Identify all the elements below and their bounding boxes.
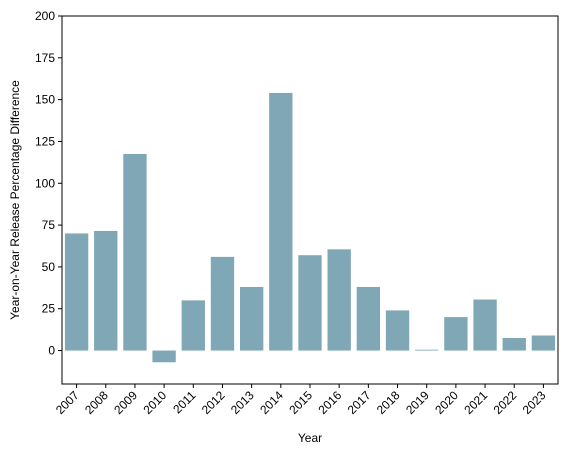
bar-2020 xyxy=(444,317,468,351)
x-tick-label: 2013 xyxy=(228,388,257,417)
bars-group xyxy=(64,92,556,363)
x-tick-label: 2015 xyxy=(286,388,315,417)
x-tick-label: 2017 xyxy=(345,388,374,417)
bar-2007 xyxy=(64,233,89,351)
bar-2022 xyxy=(502,338,526,351)
bar-2017 xyxy=(356,286,381,351)
x-tick-label: 2016 xyxy=(316,388,345,417)
y-axis: 0 25 50 75 100 125 150 175 200 xyxy=(35,9,62,358)
plot-frame xyxy=(61,15,559,385)
x-axis: 2007 2008 2009 2010 2011 2012 2013 2014 2015 2016… xyxy=(53,384,549,417)
bar-2009 xyxy=(123,154,147,351)
x-tick-label: 2023 xyxy=(520,388,549,417)
y-axis-label: Year-on-Year Release Percentage Differen… xyxy=(8,80,22,320)
y-tick-label: 50 xyxy=(42,260,56,274)
x-tick-label: 2019 xyxy=(403,388,432,417)
x-tick-label: 2012 xyxy=(199,388,228,417)
x-tick-label: 2020 xyxy=(432,388,461,417)
x-tick-label: 2022 xyxy=(491,388,520,417)
x-tick-label: 2018 xyxy=(374,388,403,417)
bar-2016 xyxy=(327,249,351,351)
y-tick-label: 100 xyxy=(35,176,55,190)
bar-2018 xyxy=(385,310,410,351)
bar-2012 xyxy=(210,256,235,351)
bar-2015 xyxy=(298,255,322,351)
x-tick-label: 2008 xyxy=(82,388,111,417)
x-tick-label: 2011 xyxy=(170,388,198,416)
y-tick-label: 200 xyxy=(35,9,55,23)
y-tick-label: 175 xyxy=(35,51,55,65)
y-tick-label: 75 xyxy=(42,218,56,232)
bar-2023 xyxy=(531,335,556,351)
x-tick-label: 2007 xyxy=(53,388,82,417)
bar-2011 xyxy=(181,300,205,351)
x-tick-label: 2010 xyxy=(140,388,169,417)
bar-2019 xyxy=(415,349,439,351)
x-tick-label: 2021 xyxy=(461,388,490,417)
y-tick-label: 0 xyxy=(48,344,55,358)
x-tick-label: 2014 xyxy=(257,388,286,417)
y-tick-label: 125 xyxy=(35,134,55,148)
y-tick-label: 150 xyxy=(35,93,55,107)
x-axis-label: Year xyxy=(298,431,322,445)
bar-2021 xyxy=(473,299,497,351)
bar-2010 xyxy=(152,350,176,363)
x-tick-label: 2009 xyxy=(111,388,140,417)
bar-2013 xyxy=(239,286,264,351)
y-tick-label: 25 xyxy=(42,302,56,316)
bar-2008 xyxy=(94,230,118,351)
bar-2014 xyxy=(269,92,293,351)
